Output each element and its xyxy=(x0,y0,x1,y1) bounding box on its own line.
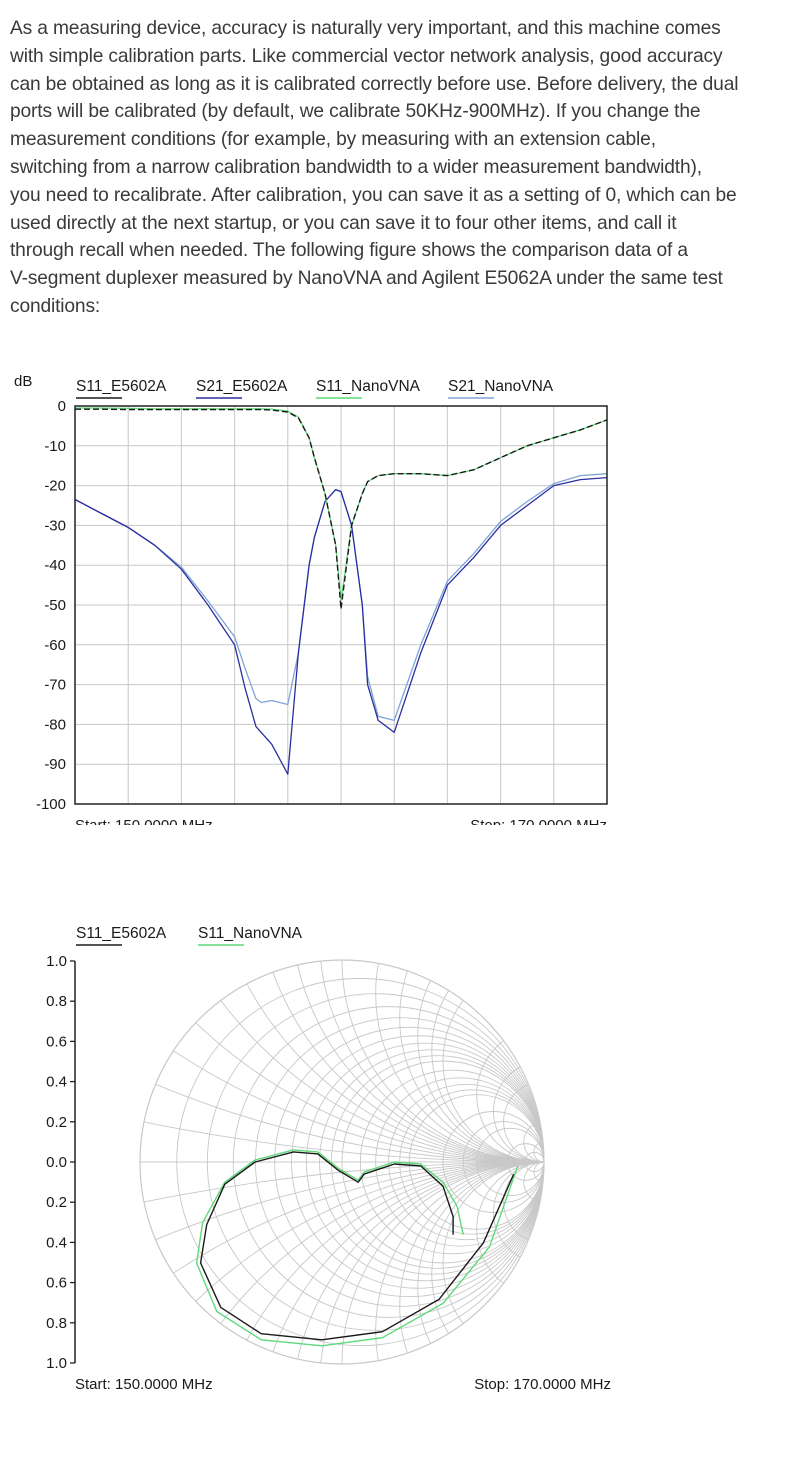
y-tick-label: 0 xyxy=(58,398,66,415)
y-tick-label: 0.4 xyxy=(46,1234,67,1251)
legend-label: S11_E5602A xyxy=(76,378,167,395)
y-tick-label: -20 xyxy=(44,478,66,495)
s-parameter-db-chart: dB S11_E5602A S21_E5602A S11_NanoVNA S21_Na… xyxy=(14,373,608,825)
paragraph-line: conditions: xyxy=(10,295,101,317)
y-axis-unit-label: dB xyxy=(14,373,32,390)
series-trace xyxy=(195,1149,519,1347)
y-tick-label: 0.8 xyxy=(46,1315,67,1332)
paragraph-line: you need to recalibrate. After calibrati… xyxy=(10,184,737,206)
paragraph-line: ports will be calibrated (by default, we… xyxy=(10,101,701,123)
y-tick-label: -40 xyxy=(44,557,66,574)
y-tick-label: 0.8 xyxy=(46,993,67,1010)
y-tick-label: -60 xyxy=(44,637,66,654)
chart-series xyxy=(195,1149,519,1347)
paragraph-line: switching from a narrow calibration band… xyxy=(10,156,702,178)
y-tick-label: 0.4 xyxy=(46,1074,67,1091)
y-tick-label: -100 xyxy=(36,796,66,813)
chart-series xyxy=(74,407,608,775)
article-paragraph: As a measuring device, accuracy is natur… xyxy=(10,15,790,321)
paragraph-line: measurement conditions (for example, by … xyxy=(10,129,656,151)
reflection-axis: 1.0 0.8 0.6 0.4 0.2 0.0 0.2 0.4 0.6 0.8 1.0 xyxy=(46,953,76,1372)
plot-frame xyxy=(74,405,608,805)
chart-legend: S11_E5602A S21_E5602A S11_NanoVNA S21_NanoV… xyxy=(76,378,554,399)
y-axis-ticks: 0 -10 -20 -30 -40 -50 -60 -70 -80 -90 -100 xyxy=(36,398,66,813)
paragraph-line: with simple calibration parts. Like comm… xyxy=(10,45,723,67)
y-tick-label: -30 xyxy=(44,517,66,534)
paragraph-line: used directly at the next startup, or yo… xyxy=(10,212,677,234)
y-tick-label: 0.0 xyxy=(46,1154,67,1171)
stop-frequency-label: Stop: 170.0000 MHz xyxy=(470,817,607,825)
start-frequency-label: Start: 150.0000 MHz xyxy=(75,1376,213,1393)
legend-label: S11_NanoVNA xyxy=(198,925,303,942)
y-tick-label: -10 xyxy=(44,438,66,455)
y-tick-label: 0.6 xyxy=(46,1033,67,1050)
paragraph-line: through recall when needed. The followin… xyxy=(10,240,688,262)
y-tick-label: 1.0 xyxy=(46,953,67,970)
y-tick-label: 0.2 xyxy=(46,1194,67,1211)
paragraph-line: As a measuring device, accuracy is natur… xyxy=(10,18,721,39)
y-tick-label: 0.2 xyxy=(46,1114,67,1131)
series-trace xyxy=(199,1151,515,1341)
y-tick-label: -50 xyxy=(44,597,66,614)
smith-outer-circle xyxy=(139,959,545,1365)
smith-grid xyxy=(139,959,545,1365)
legend-label: S21_NanoVNA xyxy=(448,378,554,395)
paragraph-line: V-segment duplexer measured by NanoVNA a… xyxy=(10,268,723,290)
series-line xyxy=(74,476,608,775)
legend-label: S11_NanoVNA xyxy=(316,378,421,395)
paragraph-line: can be obtained as long as it is calibra… xyxy=(10,73,739,95)
y-tick-label: -70 xyxy=(44,677,66,694)
chart-legend: S11_E5602A S11_NanoVNA xyxy=(76,925,303,946)
legend-label: S21_E5602A xyxy=(196,378,288,395)
legend-label: S11_E5602A xyxy=(76,925,167,942)
smith-chart: S11_E5602A S11_NanoVNA 1.0 0.8 0.6 0.4 0.2 0.0… xyxy=(46,925,611,1393)
series-line xyxy=(75,408,608,610)
y-tick-label: 0.6 xyxy=(46,1275,67,1292)
y-tick-label: -80 xyxy=(44,716,66,733)
stop-frequency-label: Stop: 170.0000 MHz xyxy=(474,1376,611,1393)
start-frequency-label: Start: 150.0000 MHz xyxy=(75,817,213,825)
y-tick-label: 1.0 xyxy=(46,1355,67,1372)
y-tick-label: -90 xyxy=(44,756,66,773)
